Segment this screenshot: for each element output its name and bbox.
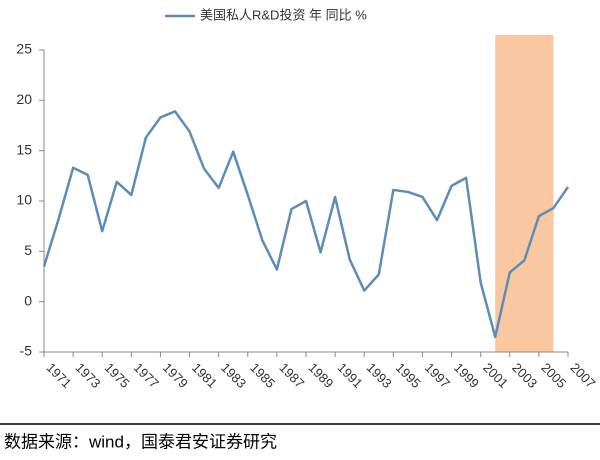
x-tick-label: 1987 bbox=[276, 360, 307, 391]
x-tick-label: 1985 bbox=[247, 360, 278, 391]
x-tick-label: 2003 bbox=[509, 360, 540, 391]
x-tick-label: 2007 bbox=[567, 360, 598, 391]
y-tick-label: 20 bbox=[16, 91, 32, 107]
x-tick-label: 1981 bbox=[189, 360, 220, 391]
y-tick-label: -5 bbox=[20, 343, 33, 359]
x-tick-label: 1983 bbox=[218, 360, 249, 391]
x-tick-label: 1989 bbox=[305, 360, 336, 391]
legend-label: 美国私人R&D投资 年 同比 % bbox=[200, 7, 367, 22]
y-tick-label: 5 bbox=[24, 242, 32, 258]
x-tick-label: 1997 bbox=[422, 360, 453, 391]
x-tick-label: 2001 bbox=[480, 360, 511, 391]
x-tick-label: 1971 bbox=[43, 360, 74, 391]
x-tick-label: 1975 bbox=[102, 360, 133, 391]
y-tick-label: 10 bbox=[16, 192, 32, 208]
x-tick-label: 1999 bbox=[451, 360, 482, 391]
x-tick-label: 2005 bbox=[538, 360, 569, 391]
source-note: 数据来源：wind，国泰君安证券研究 bbox=[4, 432, 277, 451]
x-tick-label: 1993 bbox=[364, 360, 395, 391]
legend: 美国私人R&D投资 年 同比 % bbox=[165, 7, 367, 22]
x-tick-label: 1991 bbox=[335, 360, 366, 391]
highlight-band bbox=[495, 35, 554, 352]
data-line bbox=[42, 110, 570, 339]
y-tick-label: 0 bbox=[24, 292, 32, 308]
x-tick-label: 1979 bbox=[160, 360, 191, 391]
y-tick-label: 25 bbox=[16, 41, 32, 57]
x-tick-label: 1973 bbox=[73, 360, 104, 391]
y-tick-label: 15 bbox=[16, 141, 32, 157]
x-tick-label: 1977 bbox=[131, 360, 162, 391]
x-tick-label: 1995 bbox=[393, 360, 424, 391]
